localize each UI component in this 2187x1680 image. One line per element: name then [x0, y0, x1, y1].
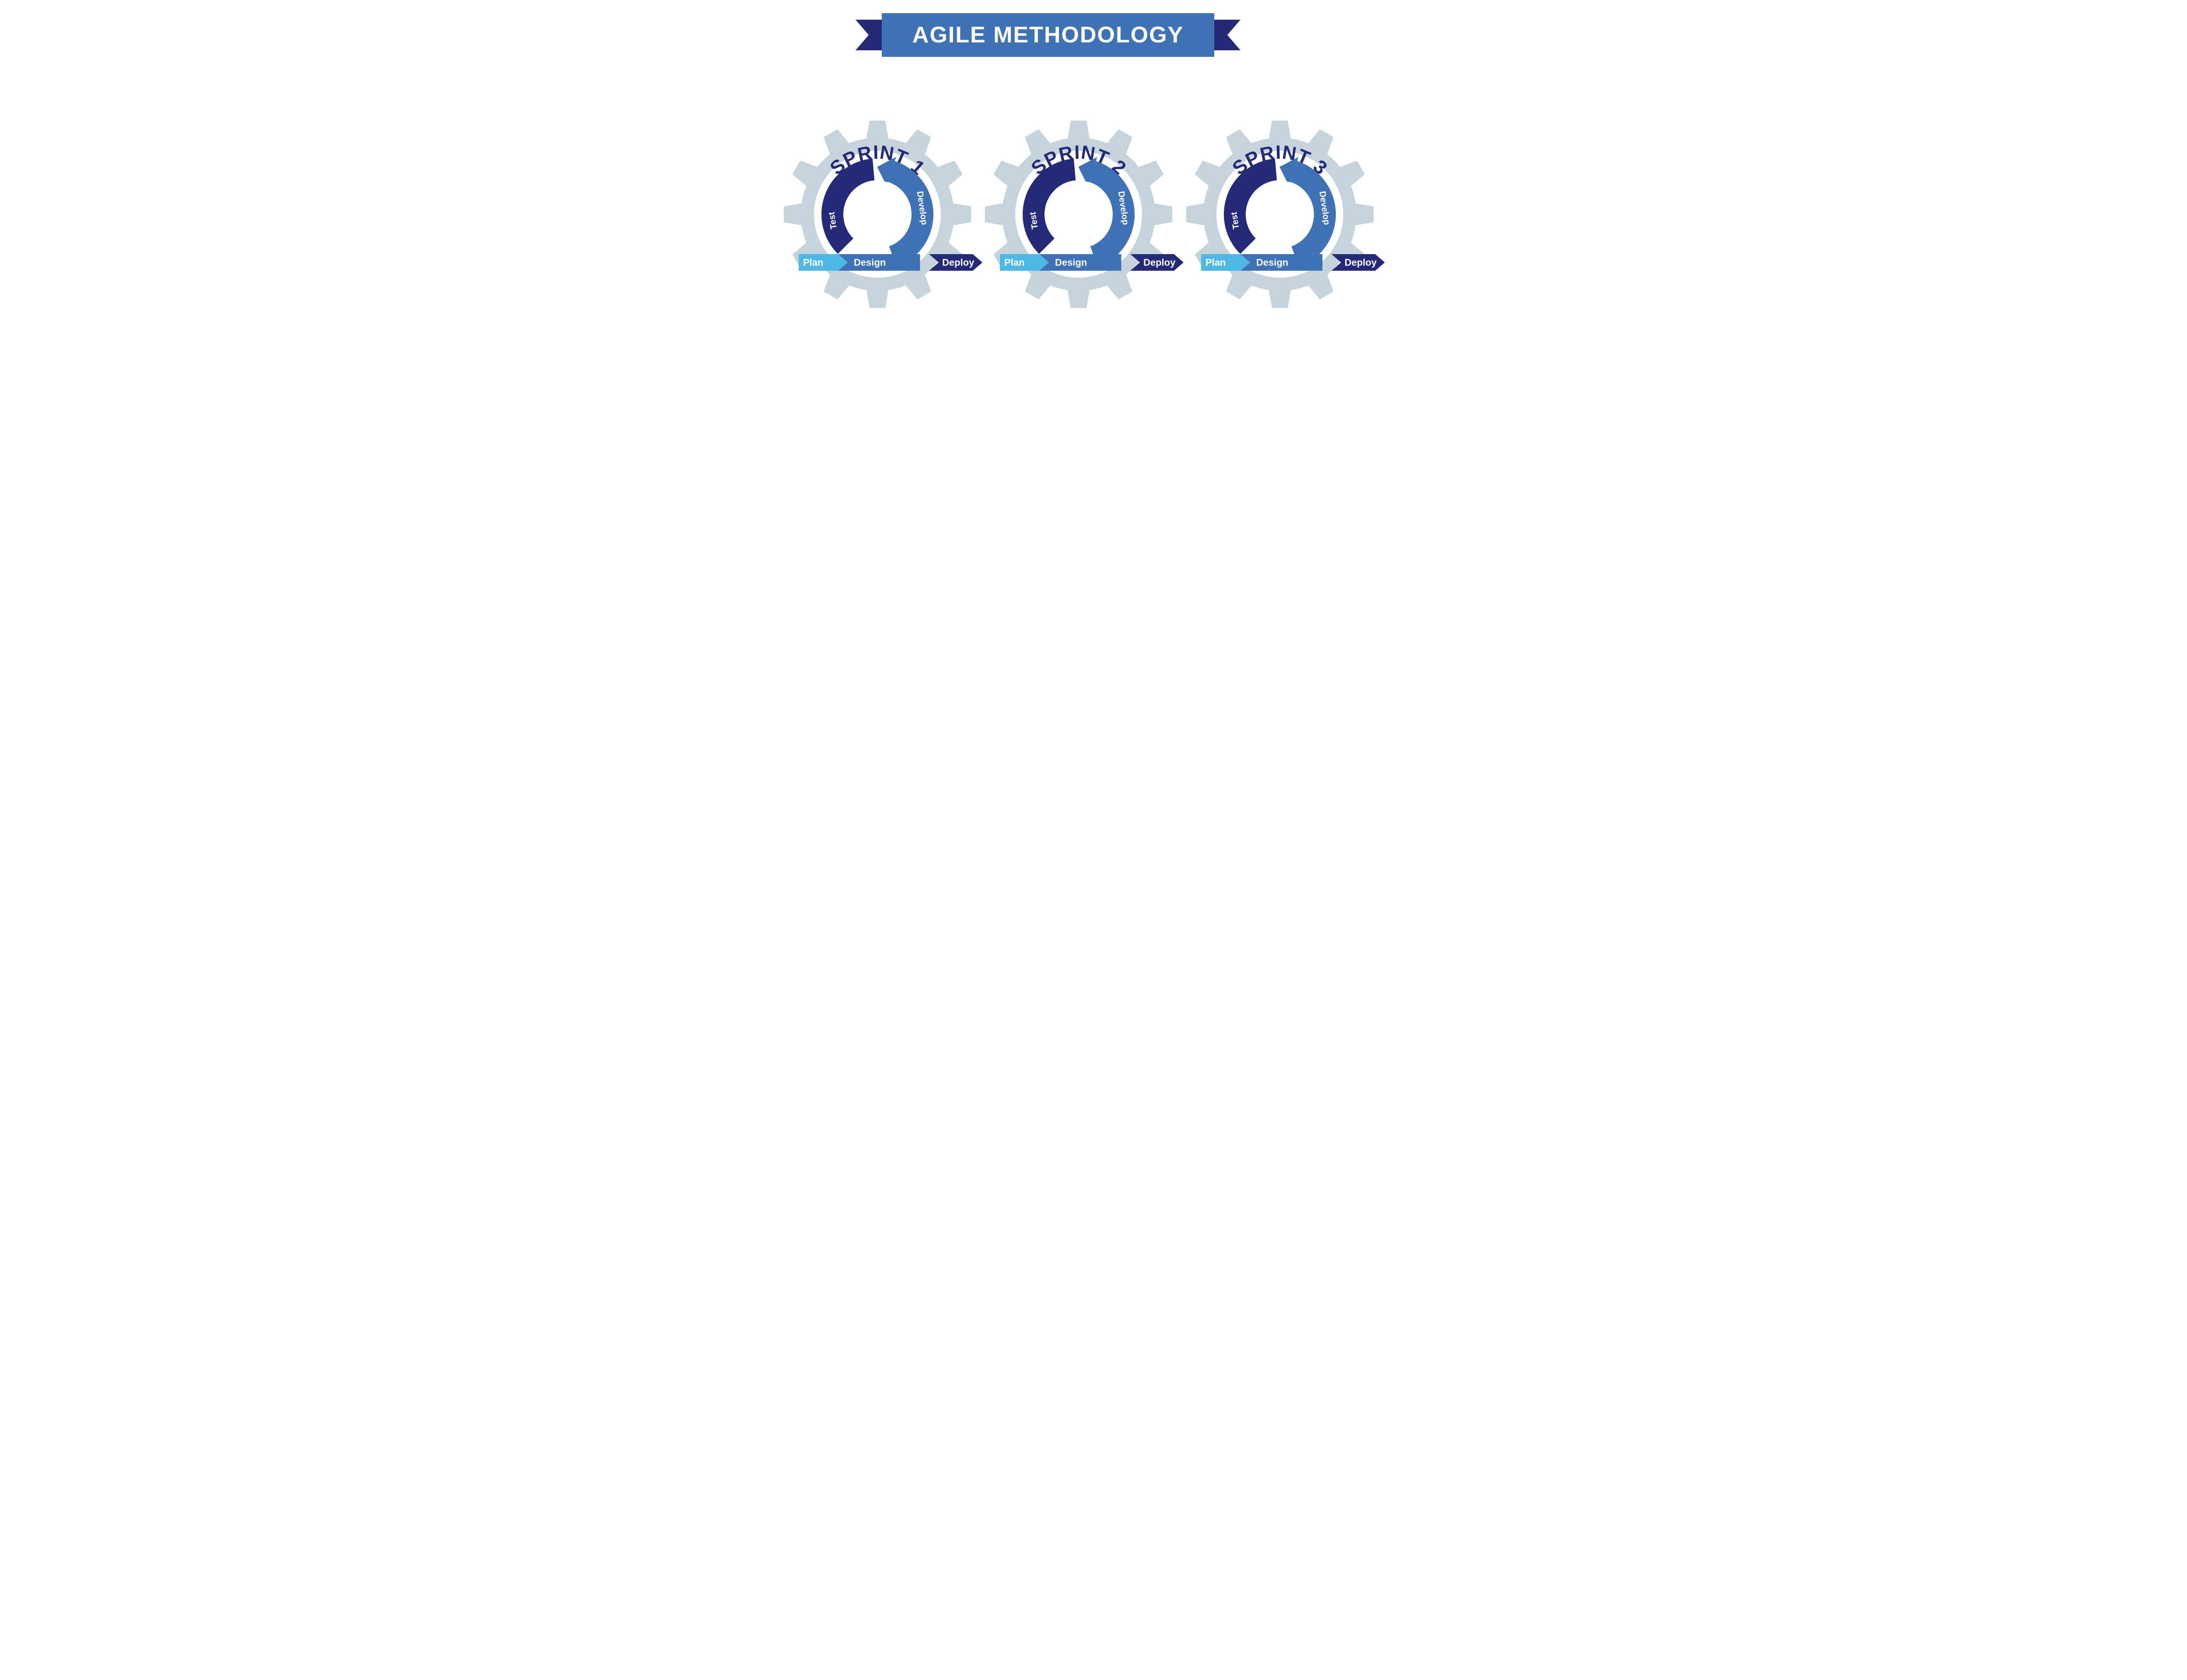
cycle-inner-mask: [1246, 181, 1314, 248]
agile-methodology-diagram: AGILE METHODOLOGYSPRINT 1DevelopTestPlan…: [764, 0, 1424, 336]
design-join-patch: [895, 254, 920, 271]
plan-label: Plan: [803, 257, 823, 268]
plan-label: Plan: [1205, 257, 1226, 268]
design-label: Design: [854, 257, 886, 268]
cycle-inner-mask: [1045, 181, 1112, 248]
sprint-1: SPRINT 1DevelopTestPlanDesignDeploy: [783, 121, 982, 308]
diagram-svg: AGILE METHODOLOGYSPRINT 1DevelopTestPlan…: [764, 0, 1424, 336]
design-label: Design: [1055, 257, 1087, 268]
design-join-patch: [1096, 254, 1121, 271]
deploy-label: Deploy: [1345, 257, 1377, 268]
deploy-label: Deploy: [1143, 257, 1176, 268]
design-join-patch: [1297, 254, 1322, 271]
cycle-inner-mask: [844, 181, 911, 248]
design-label: Design: [1256, 257, 1288, 268]
sprint-2: SPRINT 2DevelopTestPlanDesignDeploy: [985, 121, 1183, 308]
plan-label: Plan: [1004, 257, 1024, 268]
banner-title: AGILE METHODOLOGY: [912, 22, 1183, 48]
sprint-3: SPRINT 3DevelopTestPlanDesignDeploy: [1186, 121, 1384, 308]
deploy-label: Deploy: [942, 257, 975, 268]
